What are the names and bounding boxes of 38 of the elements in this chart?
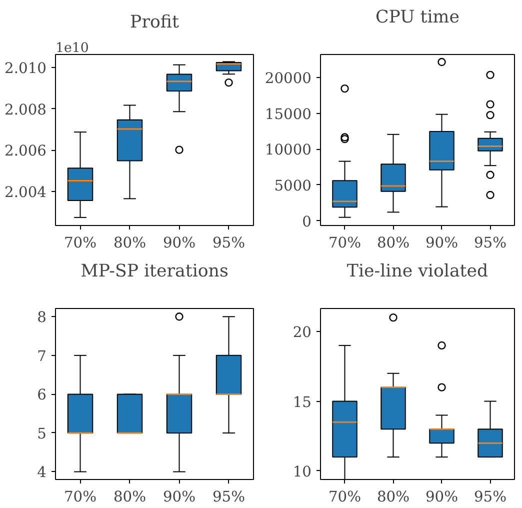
y-tick-label: 10 <box>292 463 312 480</box>
chart-title: Profit <box>130 12 179 32</box>
x-tick-label: 80% <box>113 488 146 506</box>
x-tick-label: 90% <box>162 234 196 252</box>
chart-title: MP-SP iterations <box>80 262 228 282</box>
x-tick-label: 70% <box>328 488 362 506</box>
x-tick-label: 70% <box>64 234 97 252</box>
y-tick-label: 0 <box>302 213 312 230</box>
y-tick-label: 10000 <box>264 142 312 159</box>
x-tick-label: 80% <box>376 488 410 506</box>
chart-title: Tie-line violated <box>346 262 488 282</box>
y-tick-label: 20 <box>292 324 312 342</box>
chart-title: CPU time <box>376 8 460 28</box>
x-tick-label: 80% <box>376 234 410 252</box>
y-tick-label: 2.004 <box>4 184 47 201</box>
x-tick-label: 95% <box>474 234 507 252</box>
y-tick-label: 4 <box>37 464 47 482</box>
y-tick-label: 7 <box>37 348 47 365</box>
y-tick-label: 5 <box>37 425 47 442</box>
x-tick-label: 80% <box>113 234 146 252</box>
y-tick-label: 2.010 <box>4 60 47 78</box>
x-tick-label: 95% <box>474 488 507 506</box>
annotation: 1e10 <box>56 41 89 56</box>
y-tick-label: 20000 <box>264 70 312 87</box>
y-tick-label: 2.006 <box>4 142 47 160</box>
y-tick-label: 15 <box>292 394 312 411</box>
x-tick-label: 70% <box>328 234 362 252</box>
x-tick-label: 95% <box>212 234 246 252</box>
y-tick-label: 6 <box>37 386 47 404</box>
y-tick-label: 5000 <box>274 177 312 194</box>
y-tick-label: 15000 <box>264 106 312 123</box>
x-tick-label: 90% <box>162 488 196 506</box>
x-tick-label: 70% <box>64 488 97 506</box>
y-tick-label: 8 <box>37 309 47 326</box>
x-tick-label: 90% <box>425 488 458 506</box>
y-tick-label: 2.008 <box>4 101 47 118</box>
x-tick-label: 95% <box>212 488 246 506</box>
x-tick-label: 90% <box>425 234 458 252</box>
